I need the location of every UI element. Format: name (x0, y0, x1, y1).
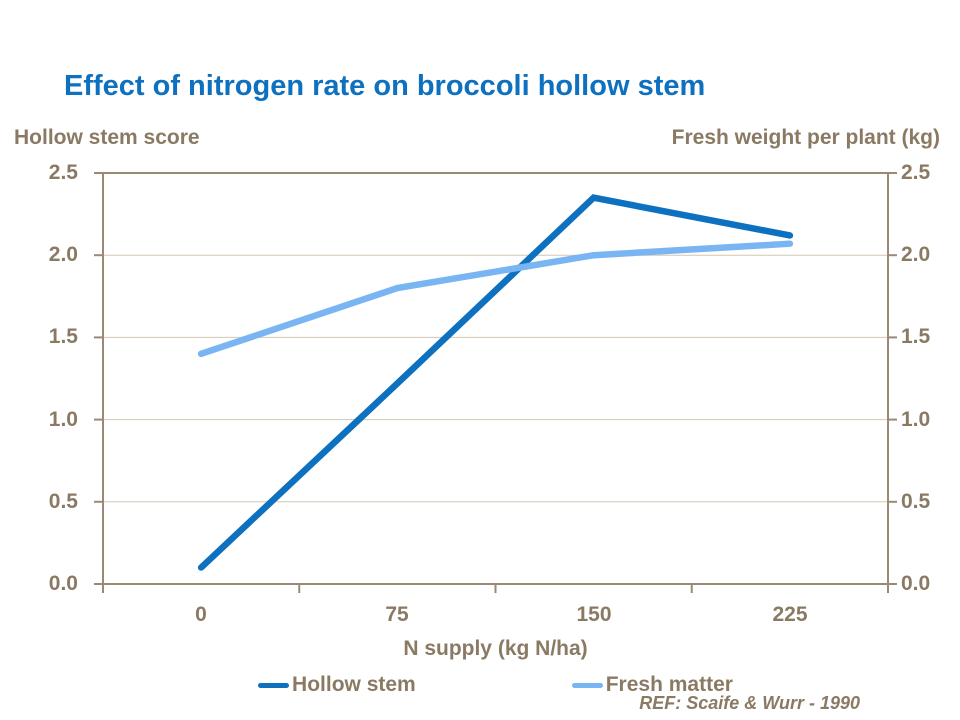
legend-label-fresh-matter: Fresh matter (605, 673, 733, 696)
x-tick-label: 75 (385, 603, 409, 626)
y-tick-label-left: 2.0 (48, 243, 78, 266)
legend-label-hollow-stem: Hollow stem (292, 673, 416, 696)
x-axis-title: N supply (kg N/ha) (403, 637, 588, 660)
left-axis-title: Hollow stem score (14, 126, 200, 149)
legend-item-hollow-stem: Hollow stem (258, 673, 416, 697)
x-tick-label: 150 (576, 603, 612, 626)
reference-note: REF: Scaife & Wurr - 1990 (639, 693, 860, 713)
y-tick-label-left: 0.0 (48, 572, 78, 595)
legend-item-fresh-matter: Fresh matter (571, 673, 733, 697)
right-axis-title: Fresh weight per plant (kg) (671, 126, 940, 149)
legend: Hollow stem Fresh matter (103, 673, 888, 697)
y-tick-label-left: 1.5 (48, 325, 78, 348)
y-tick-label-right: 1.0 (901, 408, 931, 431)
fresh-matter-line-swatch-icon (571, 682, 603, 688)
y-tick-label-left: 2.5 (48, 161, 78, 184)
y-tick-label-left: 1.0 (48, 408, 78, 431)
y-tick-label-right: 2.0 (901, 243, 931, 266)
x-tick-label: 0 (195, 603, 207, 626)
y-tick-label-left: 0.5 (48, 490, 78, 513)
y-tick-label-right: 1.5 (901, 325, 931, 348)
series-line-hollow-stem (197, 194, 794, 571)
y-tick-label-right: 2.5 (901, 161, 931, 184)
chart-title: Effect of nitrogen rate on broccoli holl… (64, 70, 706, 102)
hollow-stem-line-swatch-icon (258, 682, 290, 688)
y-tick-label-right: 0.0 (901, 572, 931, 595)
x-tick-label: 225 (772, 603, 808, 626)
y-tick-label-right: 0.5 (901, 490, 931, 513)
series-line-fresh-matter (197, 240, 794, 358)
